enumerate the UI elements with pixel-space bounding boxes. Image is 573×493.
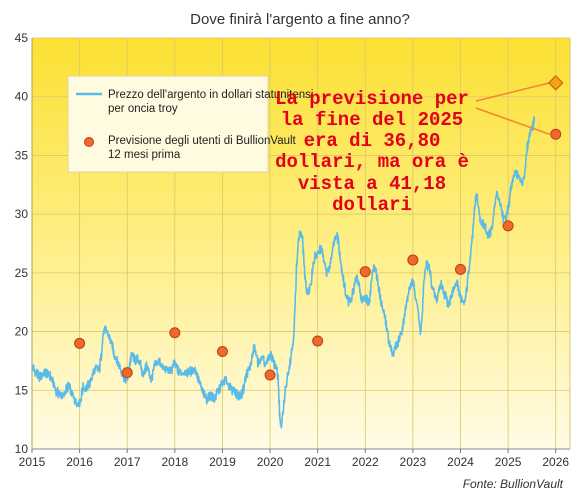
legend-box	[67, 75, 269, 173]
legend: Prezzo dell'argento in dollari statunite…	[67, 75, 313, 173]
forecast-point	[216, 346, 228, 358]
price-line	[31, 116, 536, 429]
annotation-line: dollari	[332, 194, 412, 216]
x-tick-label: 2023	[400, 455, 427, 469]
x-tick-label: 2016	[66, 455, 93, 469]
x-axis-ticks: 2015 2016 2017 2018 2019 2020 2021 2022 2023 2024…	[19, 449, 569, 469]
legend-dot-swatch	[84, 137, 94, 147]
chart-title: Dove finirà l'argento a fine anno?	[190, 11, 410, 28]
y-tick-label: 30	[15, 207, 29, 221]
legend-price-label: Prezzo dell'argento in dollari statunite…	[108, 89, 313, 115]
x-tick-label: 2022	[352, 455, 379, 469]
x-tick-label: 2021	[304, 455, 331, 469]
callout-line-previous	[475, 107, 550, 135]
y-tick-label: 35	[15, 148, 29, 162]
forecast-point	[169, 327, 181, 339]
x-tick-label: 2024	[447, 455, 474, 469]
forecast-point	[312, 335, 324, 347]
forecast-point	[264, 369, 276, 381]
forecast-point	[502, 220, 514, 232]
annotation-line: vista a 41,18	[298, 173, 446, 195]
x-tick-label: 2020	[257, 455, 284, 469]
y-tick-label: 20	[15, 325, 29, 339]
forecast-series	[74, 128, 562, 381]
x-tick-label: 2015	[19, 455, 46, 469]
x-tick-label: 2017	[114, 455, 141, 469]
forecast-point	[359, 266, 371, 278]
source-label: Fonte: BullionVault	[463, 477, 564, 491]
annotation-line: dollari, ma ora è	[275, 151, 469, 173]
price-series	[31, 116, 536, 429]
x-tick-label: 2025	[495, 455, 522, 469]
forecast-point	[74, 337, 86, 349]
forecast-point	[550, 128, 562, 140]
x-tick-label: 2019	[209, 455, 236, 469]
y-tick-label: 25	[15, 266, 29, 280]
annotation-line: la fine del 2025	[281, 109, 463, 131]
annotation-callouts	[475, 82, 550, 135]
forecast-point	[407, 254, 419, 266]
y-tick-label: 15	[15, 383, 29, 397]
y-axis-ticks: 10 15 20 25 30 35 40 45	[15, 31, 29, 456]
x-tick-label: 2026	[542, 455, 569, 469]
annotation-line: era di 36,80	[304, 130, 441, 152]
callout-line-latest	[475, 82, 550, 102]
annotation-line: La previsione per	[275, 88, 469, 110]
forecast-point	[454, 263, 466, 275]
legend-forecast-label: Previsione degli utenti di BullionVault 1…	[108, 135, 297, 161]
latest-forecast-marker	[548, 75, 564, 91]
forecast-point	[121, 367, 133, 379]
x-tick-label: 2018	[161, 455, 188, 469]
axes	[31, 38, 571, 450]
y-tick-label: 40	[15, 90, 29, 104]
latest-forecast-diamond	[548, 75, 564, 91]
y-tick-label: 10	[15, 442, 29, 456]
y-tick-label: 45	[15, 31, 29, 45]
